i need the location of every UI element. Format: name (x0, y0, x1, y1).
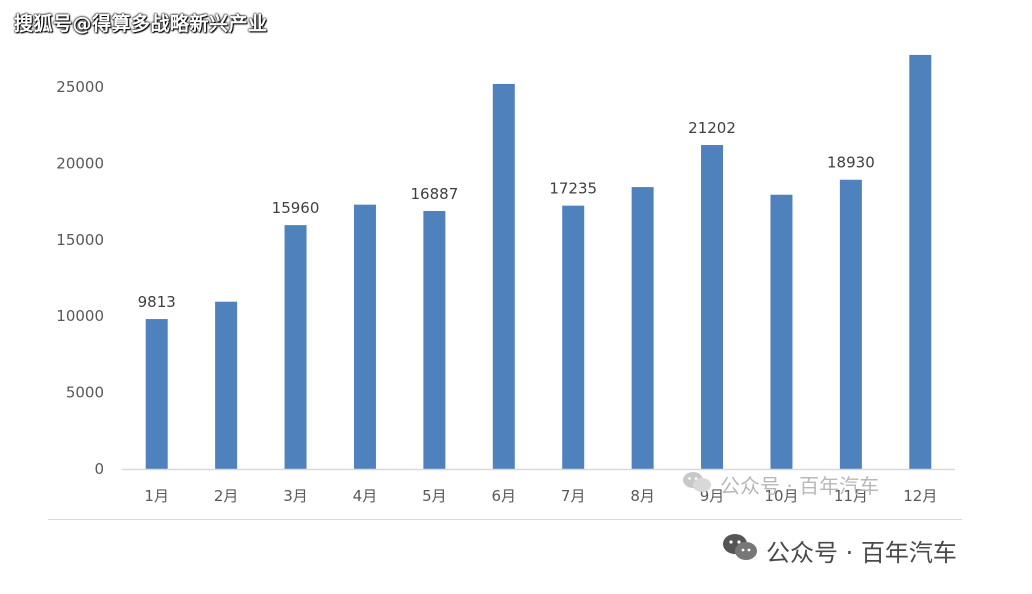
x-tick-label: 4月 (353, 487, 378, 505)
data-label: 21202 (688, 119, 736, 137)
bar (353, 204, 376, 469)
x-tick-label: 2月 (214, 487, 239, 505)
data-label: 16887 (411, 185, 459, 203)
bar (701, 145, 724, 469)
x-tick-label: 10月 (764, 487, 798, 505)
watermark-bottom-text: 公众号 · 百年汽车 (766, 538, 957, 567)
y-tick-label: 15000 (56, 231, 104, 249)
x-tick-label: 8月 (630, 487, 655, 505)
y-tick-label: 0 (94, 460, 104, 478)
x-tick-label: 12月 (903, 487, 937, 505)
watermark-bottom: 公众号 · 百年汽车 (722, 532, 957, 568)
bar (284, 225, 307, 469)
bar (145, 319, 168, 469)
data-label: 17235 (549, 180, 597, 198)
x-tick-label: 7月 (561, 487, 586, 505)
data-label: 9813 (138, 293, 176, 311)
data-label: 15960 (272, 199, 320, 217)
y-tick-label: 5000 (66, 384, 104, 402)
wechat-icon (722, 532, 758, 568)
bar (770, 194, 793, 469)
watermark-top: 搜狐号@得算多战略新兴产业 (14, 13, 268, 35)
bar (423, 210, 446, 469)
y-axis-ticks: 0 5000 10000 15000 20000 25000 (56, 78, 104, 478)
bar (631, 187, 654, 470)
bar (492, 83, 515, 469)
watermark-mid-text: 公众号 · 百年汽车 (720, 474, 880, 498)
wechat-icon (682, 470, 712, 499)
x-tick-label: 9月 (700, 487, 725, 505)
x-tick-label: 6月 (492, 487, 517, 505)
data-label: 18930 (827, 154, 875, 172)
x-tick-label: 5月 (422, 487, 447, 505)
x-tick-label: 11月 (834, 487, 868, 505)
y-tick-label: 10000 (56, 307, 104, 325)
x-tick-label: 3月 (283, 487, 308, 505)
y-tick-label: 20000 (56, 154, 104, 172)
bars: 9813 15960 16887 17235 21202 18930 (138, 54, 932, 470)
bar (562, 205, 585, 469)
x-tick-label: 1月 (144, 487, 169, 505)
y-tick-label: 25000 (56, 78, 104, 96)
x-axis-ticks: 1月 2月 3月 4月 5月 6月 7月 8月 9月 10月 11月 12月 (144, 487, 937, 505)
bar (215, 301, 238, 469)
bar (909, 54, 932, 470)
bar (839, 179, 862, 469)
watermark-mid: 公众号 · 百年汽车 (682, 470, 879, 499)
